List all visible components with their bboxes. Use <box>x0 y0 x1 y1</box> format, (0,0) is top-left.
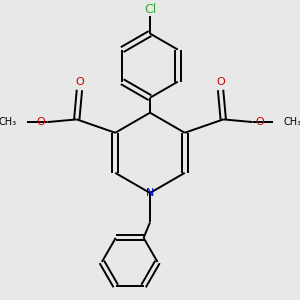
Text: CH₃: CH₃ <box>283 117 300 127</box>
Text: Cl: Cl <box>144 3 156 16</box>
Text: O: O <box>216 77 225 88</box>
Text: O: O <box>75 77 84 88</box>
Text: N: N <box>146 188 154 198</box>
Text: O: O <box>36 117 45 127</box>
Text: CH₃: CH₃ <box>0 117 17 127</box>
Text: O: O <box>255 117 264 127</box>
